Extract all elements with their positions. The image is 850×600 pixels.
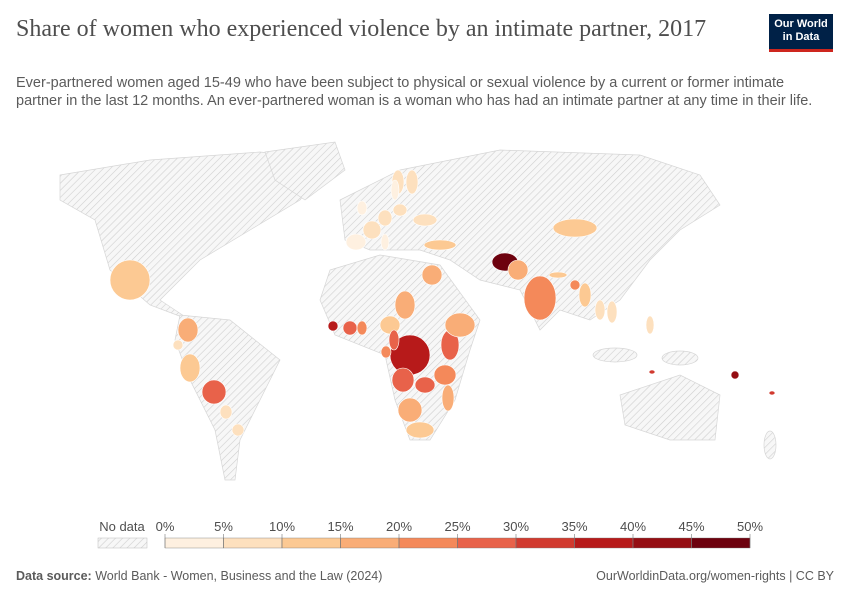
legend-bin: [457, 537, 517, 549]
islands: [763, 430, 777, 460]
country: [569, 279, 581, 291]
legend-tick-label: 10%: [269, 519, 295, 534]
islands: [592, 347, 638, 363]
legend-tick-label: 0%: [156, 519, 175, 534]
greenland: [264, 141, 346, 201]
country: [177, 317, 199, 343]
legend-tick-label: 25%: [444, 519, 470, 534]
legend-bin: [632, 537, 692, 549]
country: [414, 376, 436, 394]
legend-bin: [398, 537, 458, 549]
country: [730, 370, 740, 380]
legend-bin: [281, 537, 341, 549]
country: [379, 315, 401, 335]
country: [552, 218, 598, 238]
legend-bin: [164, 537, 224, 549]
title: Share of women who experienced violence …: [16, 16, 707, 42]
islands: [661, 350, 699, 366]
country: [394, 290, 416, 320]
country: [594, 299, 606, 321]
country: [377, 209, 393, 227]
legend-bin: [340, 537, 400, 549]
source: World Bank - Women, Business and the Law…: [95, 569, 383, 583]
legend-tick-label: 35%: [561, 519, 587, 534]
country: [648, 369, 656, 375]
country: [441, 384, 455, 412]
country: [172, 339, 184, 351]
australia: [619, 374, 721, 441]
logo[interactable]: Our World in Data: [769, 14, 833, 52]
country: [390, 179, 400, 201]
country: [231, 423, 245, 437]
country: [645, 315, 655, 335]
country: [578, 282, 592, 308]
country: [421, 264, 443, 286]
country: [412, 213, 438, 227]
map: No data 0% 5% 10% 15% 20% 25% 30% 35% 40% 45% 50%: [59, 141, 777, 549]
countries: [109, 169, 776, 439]
country: [392, 203, 408, 217]
country: [380, 345, 392, 359]
country: [548, 271, 568, 279]
legend-bin: [515, 537, 575, 549]
country: [388, 329, 400, 351]
legend-tick-label: 45%: [678, 519, 704, 534]
country: [507, 259, 529, 281]
country: [201, 379, 227, 405]
legend-tick-label: 40%: [620, 519, 646, 534]
eurasia: [339, 149, 721, 331]
legend-bin: [223, 537, 283, 549]
url: OurWorldinData.org/women-rights | CC BY: [596, 569, 834, 583]
legend-tick-label: 5%: [214, 519, 233, 534]
legend: No data 0% 5% 10% 15% 20% 25% 30% 35% 40% 45% 50%: [97, 519, 763, 549]
country: [345, 233, 367, 251]
legend-tick-label: 30%: [503, 519, 529, 534]
no-data-label: No data: [99, 519, 145, 534]
source-label: Data source:: [16, 569, 92, 583]
country: [342, 320, 358, 336]
country: [391, 367, 415, 393]
subtitle: Ever-partnered women aged 15-49 who have…: [16, 75, 813, 109]
country: [109, 259, 151, 301]
country: [768, 390, 776, 396]
country: [397, 397, 423, 423]
country: [523, 275, 557, 321]
country: [380, 233, 390, 251]
country: [444, 312, 476, 338]
country: [356, 320, 368, 336]
country: [405, 169, 419, 195]
logo-line: Our World: [774, 18, 828, 30]
legend-bin: [574, 537, 634, 549]
country: [327, 320, 339, 332]
country: [423, 239, 457, 251]
country: [362, 220, 382, 240]
legend-tick-label: 20%: [386, 519, 412, 534]
legend-tick-label: 15%: [327, 519, 353, 534]
logo-line: in Data: [782, 31, 820, 43]
no-data-swatch: [97, 537, 148, 549]
country: [606, 300, 618, 324]
country: [179, 353, 201, 383]
legend-tick-label: 50%: [737, 519, 763, 534]
legend-bin: [691, 537, 751, 549]
country: [405, 421, 435, 439]
footer: Data source: World Bank - Women, Busines…: [16, 569, 834, 583]
country: [356, 200, 368, 216]
country: [433, 364, 457, 386]
country: [219, 404, 233, 420]
